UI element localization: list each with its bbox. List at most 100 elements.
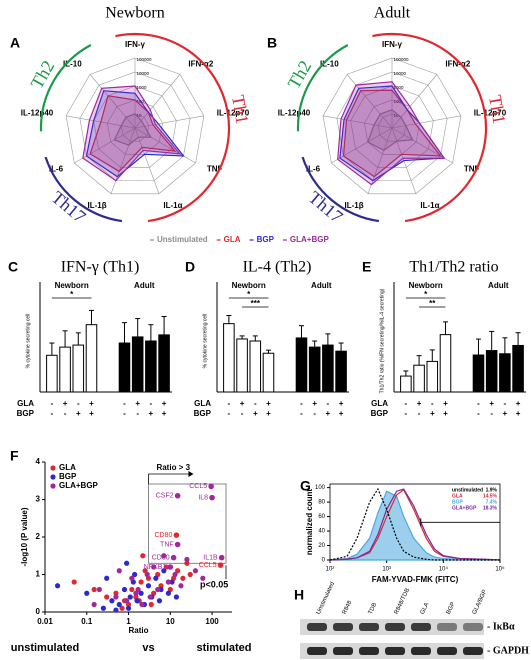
row-label: BGP	[194, 409, 212, 418]
axis-label: IL-10	[320, 60, 339, 69]
legend-label: GLA	[224, 235, 241, 244]
lane-label: R848	[342, 599, 354, 615]
axis-label: IL-6	[49, 165, 64, 174]
spoke	[134, 74, 181, 129]
legend-label: GLA+BGP	[290, 235, 330, 244]
radar-series	[367, 109, 414, 152]
significance-label: **	[429, 299, 436, 308]
row-sign: +	[443, 409, 448, 418]
r-tick-label: 10000	[394, 71, 407, 76]
point	[138, 590, 144, 596]
row-sign: -	[254, 399, 257, 408]
point	[104, 575, 110, 581]
ratio-arrow-head	[188, 471, 194, 477]
significance-label: *	[424, 290, 428, 299]
bar	[295, 337, 308, 393]
axis-label: IL-12p70	[474, 109, 507, 118]
legend-label: GLA+BGP	[452, 505, 477, 511]
row-sign: -	[327, 399, 330, 408]
radar-ring	[93, 85, 177, 168]
legend-label: GLA	[452, 493, 463, 499]
group-label: Th2	[27, 57, 59, 92]
spoke	[134, 127, 160, 194]
r-tick-label: 10000	[137, 71, 150, 76]
point	[116, 601, 122, 608]
point-label: IL1B	[203, 554, 218, 561]
row-sign: -	[123, 399, 126, 408]
panel-letter: H	[294, 587, 304, 603]
axis-label: IFN-γ	[125, 40, 146, 49]
blot-band	[333, 623, 353, 631]
blot-band	[307, 647, 327, 655]
bar	[335, 350, 347, 393]
lane-label: R848/TDB	[394, 588, 411, 616]
point	[184, 556, 190, 563]
gate-label: 7.4%	[486, 499, 498, 505]
legend-label: BGP	[257, 235, 275, 244]
point	[151, 564, 157, 570]
y-axis-label: normalized count	[305, 489, 314, 556]
chart-title: Newborn	[105, 5, 165, 22]
point	[153, 575, 159, 581]
axis-label: IFN-α2	[445, 60, 470, 69]
y-tick-label: 100	[315, 485, 326, 491]
bar	[413, 364, 425, 393]
y-axis-label: % cytokine secreting cell	[202, 314, 208, 369]
spoke	[391, 127, 453, 164]
radar-ring	[336, 71, 448, 181]
row-sign: -	[405, 409, 408, 418]
point	[200, 575, 206, 581]
radar-series	[113, 113, 152, 146]
row-sign: -	[477, 399, 480, 408]
group-arc	[115, 32, 231, 223]
axis-label: IFN-α2	[188, 60, 213, 69]
point	[84, 590, 90, 596]
point	[119, 605, 125, 611]
point	[175, 568, 181, 574]
row-label: GLA	[194, 399, 211, 408]
bar	[72, 344, 85, 393]
point	[129, 586, 135, 593]
point	[121, 586, 128, 593]
point	[135, 586, 141, 593]
point	[139, 601, 145, 608]
bar	[485, 350, 498, 393]
row-sign: -	[490, 409, 493, 418]
spoke	[323, 115, 393, 129]
y-axis-label: -log10 (P value)	[20, 507, 29, 566]
row-sign: +	[89, 409, 94, 418]
row-sign: +	[240, 399, 245, 408]
legend-dot	[50, 483, 56, 489]
group-label: Th2	[284, 57, 316, 92]
row-sign: -	[228, 409, 231, 418]
x-tick-label: 0.01	[37, 617, 53, 626]
x-tick-label: 10²	[326, 567, 335, 573]
point	[133, 590, 139, 596]
x-tick-label: 10	[166, 617, 175, 626]
row-sign: -	[136, 409, 139, 418]
labeled-point	[218, 554, 225, 561]
group-arc	[44, 156, 123, 223]
spoke	[89, 74, 136, 129]
row-sign: -	[241, 409, 244, 418]
row-sign: +	[516, 409, 521, 418]
y-axis-label: Th1/Th2 ratio (%IFN secreting/%IL-4 secr…	[379, 288, 385, 393]
row-sign: -	[405, 399, 408, 408]
point	[187, 571, 193, 578]
point	[148, 601, 154, 608]
spoke	[391, 74, 438, 129]
point	[104, 594, 110, 600]
y-tick-label: 0	[322, 558, 326, 564]
row-sign: +	[503, 409, 508, 418]
bar	[322, 344, 334, 393]
point	[96, 586, 102, 593]
point	[192, 568, 199, 574]
point	[165, 590, 171, 596]
blot-band	[359, 623, 379, 631]
row-sign: -	[150, 399, 153, 408]
axis-label: IL-12p40	[21, 109, 54, 118]
row-sign: +	[149, 409, 154, 418]
blot-band	[333, 647, 353, 655]
x-axis-label: Ratio	[129, 626, 149, 635]
radar-series	[342, 89, 442, 178]
